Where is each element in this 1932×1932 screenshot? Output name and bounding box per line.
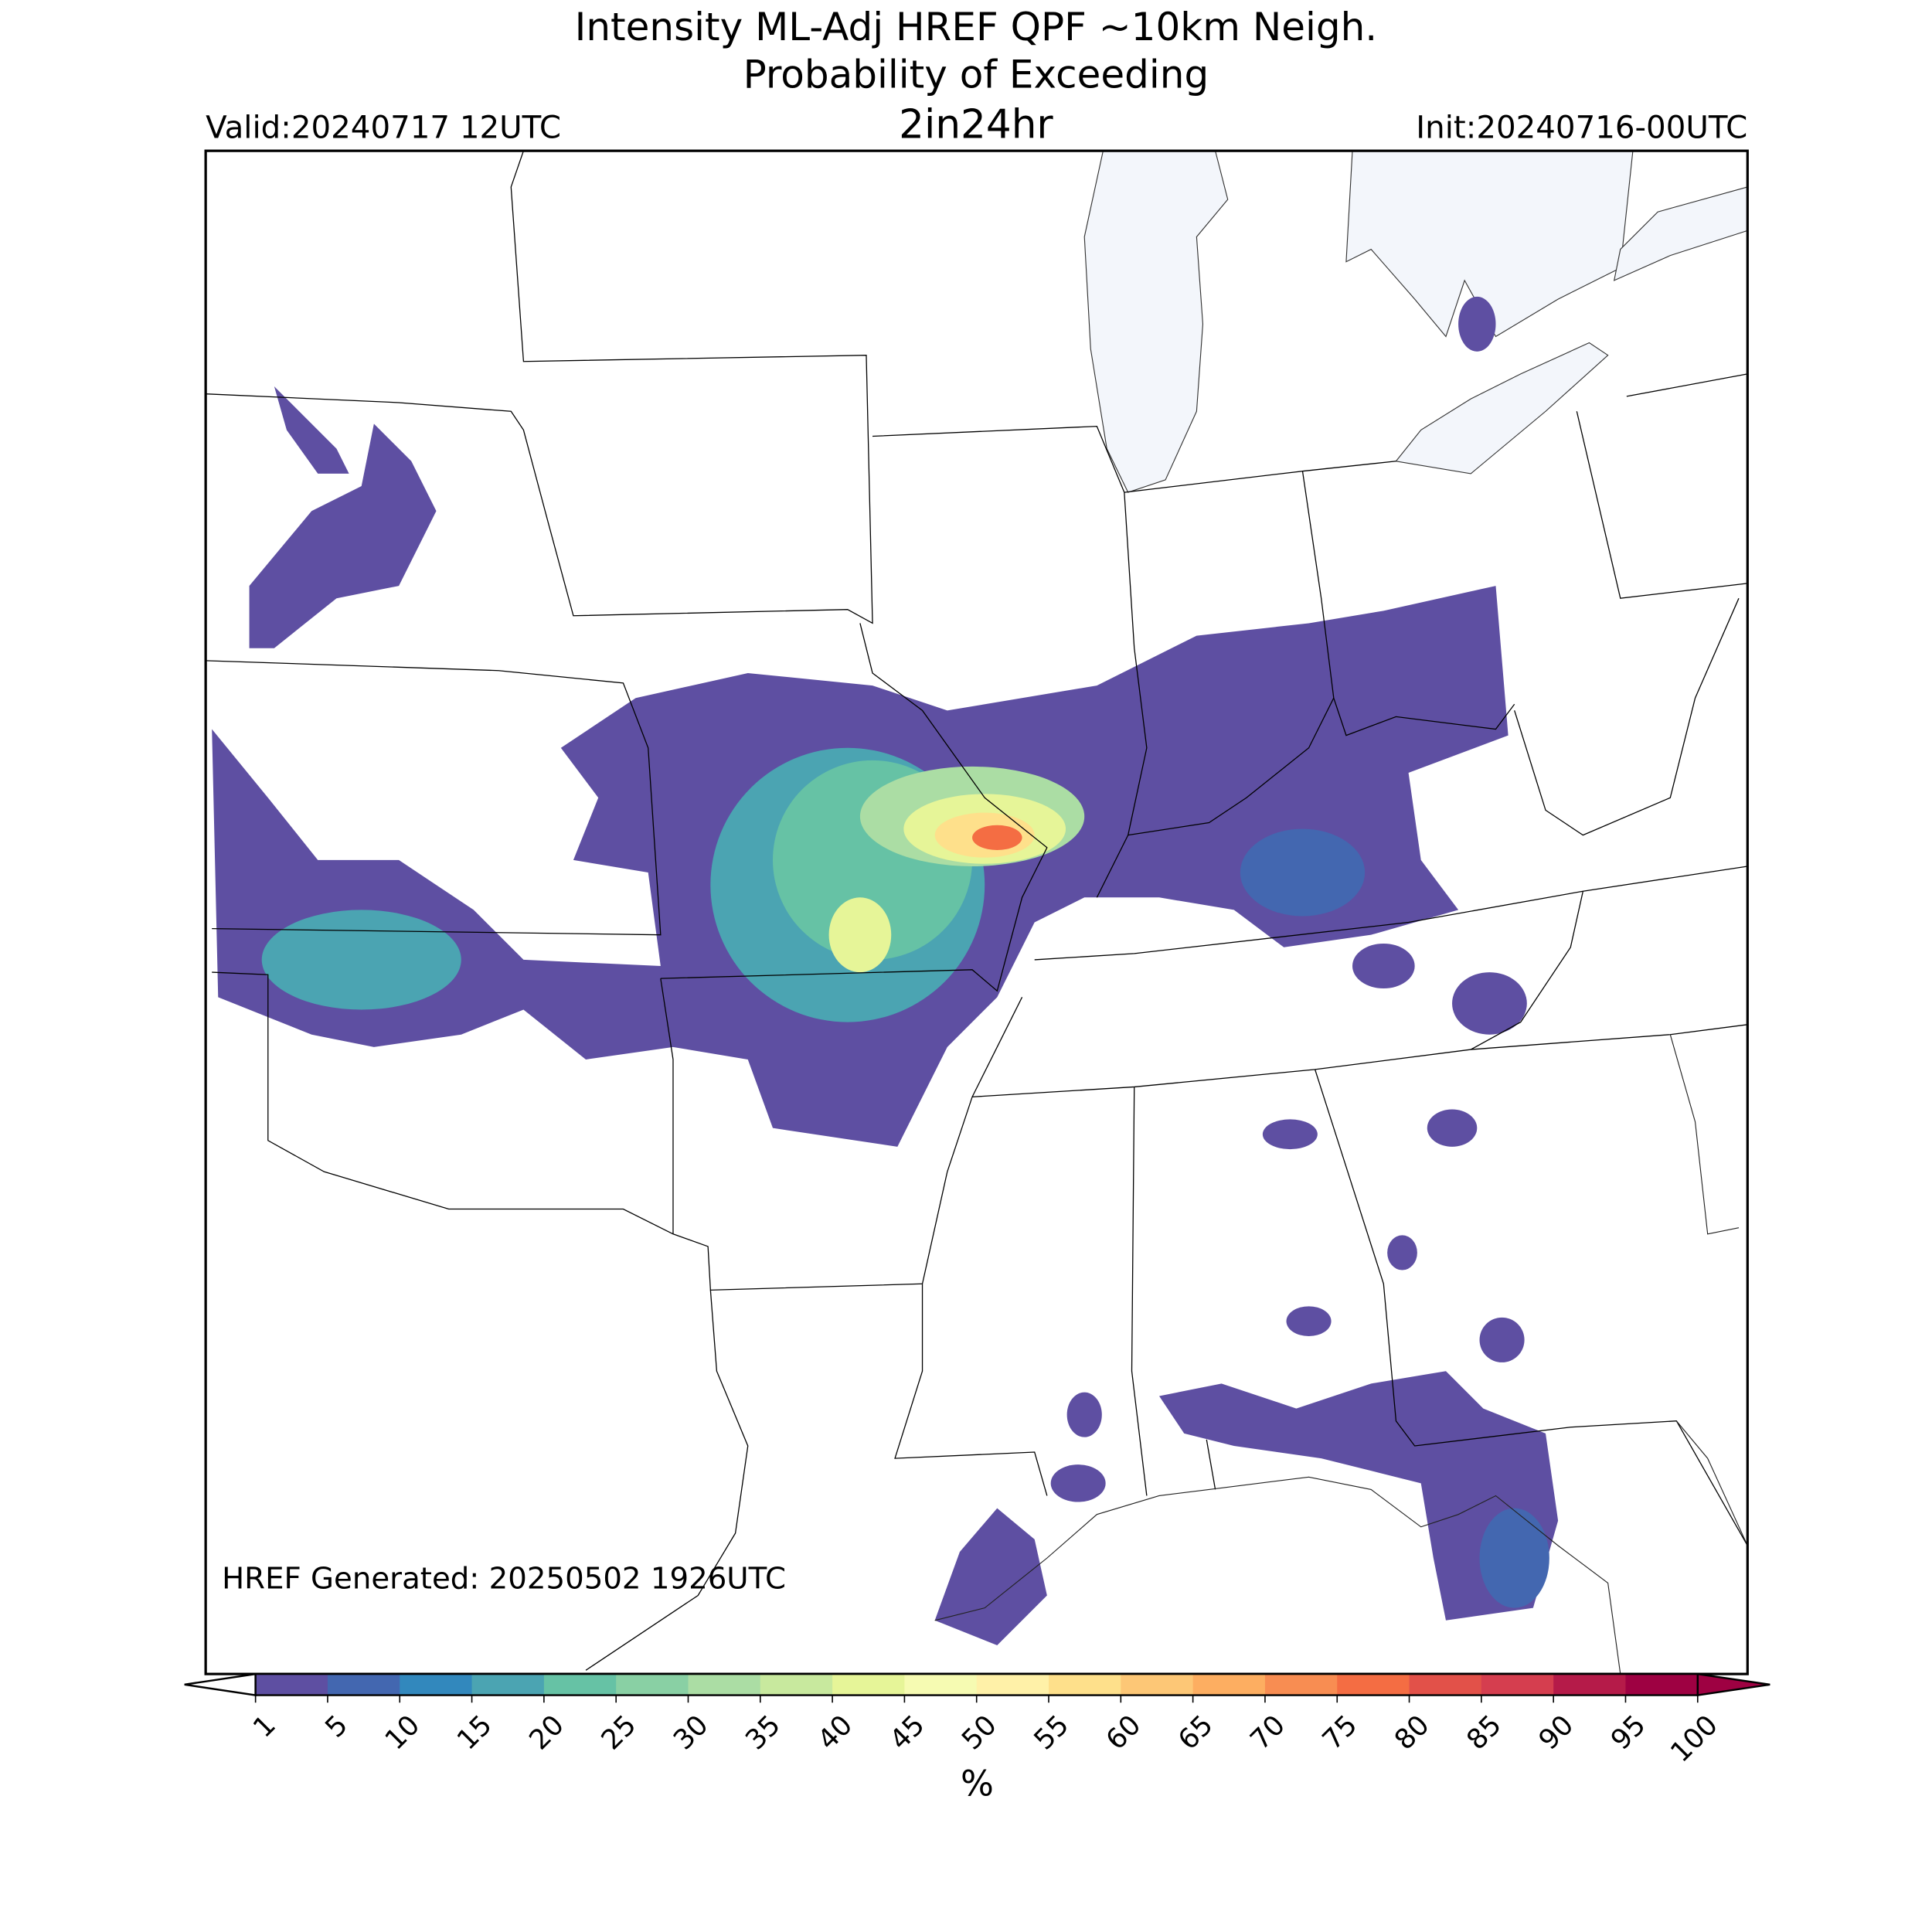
precip-area [1479,1508,1549,1608]
precip-area [1352,943,1415,989]
lake-ontario [1613,186,1748,281]
precip-area [972,825,1022,850]
state-borders [206,151,1748,1671]
lake-michigan [1083,151,1229,493]
colorbar-tick-label: 55 [1028,1709,1075,1757]
colorbar-swatch [1264,1674,1338,1696]
colorbar-swatch [976,1674,1049,1696]
threshold: 2in24hr [899,102,1053,148]
colorbar-swatch [255,1674,328,1696]
colorbar-swatch [760,1674,833,1696]
colorbar: 1 5 10 15 20 25 30 35 40 45 50 55 60 65 70 75 80 85 90 95 10… [184,1672,1770,1769]
valid-time: Valid:20240717 12UTC [206,110,561,146]
footer-note: HREF Generated: 20250502 1926UTC [222,1562,786,1597]
colorbar-tick-label: 50 [956,1709,1003,1757]
coastline [1675,1420,1748,1546]
colorbar-swatch [1409,1674,1482,1696]
precip-area [1387,1235,1417,1270]
colorbar-tick-label: 45 [884,1709,931,1757]
colorbar-tick-label: 70 [1244,1709,1291,1757]
precip-area [1452,972,1527,1035]
lake-erie [1395,342,1609,474]
colorbar-tick-label: 25 [595,1709,642,1757]
precip-area [274,386,349,474]
coastline [934,1476,1621,1675]
colorbar-under [184,1672,257,1696]
colorbar-tick-label: 95 [1605,1709,1652,1757]
colorbar-tick-label: 15 [451,1709,498,1757]
precip-area [1159,1371,1559,1621]
colorbar-tick-label: 5 [319,1709,354,1744]
lake-huron [1345,151,1634,338]
colorbar-tick-label: 85 [1461,1709,1508,1757]
colorbar-tick-label: 60 [1100,1709,1148,1757]
precip-area [261,910,461,1010]
precip-area [1458,296,1496,352]
colorbar-swatch [1553,1674,1627,1696]
colorbar-tick-label: 1 [247,1709,282,1744]
coastline [1669,1034,1740,1235]
colorbar-over [1696,1672,1770,1696]
map: HREF Generated: 20250502 1926UTC [204,149,1749,1675]
colorbar-swatch [400,1674,473,1696]
colorbar-swatch [327,1674,401,1696]
colorbar-swatch [1121,1674,1194,1696]
colorbar-tick-label: 40 [811,1709,859,1757]
colorbar-tick-label: 100 [1665,1709,1724,1769]
colorbar-swatch [1192,1674,1266,1696]
colorbar-swatch [832,1674,906,1696]
colorbar-tick-label: 10 [379,1709,426,1757]
colorbar-tick-label: 80 [1389,1709,1436,1757]
title-line: Intensity ML-Adj HREF QPF ~10km Neigh. [575,5,1378,49]
precip-area [934,1508,1047,1646]
colorbar-tick-label: 90 [1532,1709,1580,1757]
colorbar-tick-label: 75 [1316,1709,1363,1757]
colorbar-swatch [1625,1674,1699,1696]
precip-area [1240,828,1366,917]
colorbar-swatch [1049,1674,1122,1696]
colorbar-tick-label: 30 [668,1709,715,1757]
colorbar-label: % [961,1763,994,1804]
precip-area [1427,1109,1478,1147]
precip-area [1050,1464,1106,1502]
colorbar-swatch [904,1674,978,1696]
colorbar-swatch [543,1674,617,1696]
colorbar-swatch [1481,1674,1554,1696]
colorbar-swatch [688,1674,761,1696]
precip-area [1066,1392,1102,1437]
precip-area [249,423,437,648]
title-line: Probability of Exceeding [743,53,1209,97]
precip-areas [212,296,1559,1646]
colorbar-swatch [471,1674,545,1696]
precip-area [1479,1317,1525,1362]
colorbar-tick-label: 65 [1172,1709,1219,1757]
colorbar-tick-label: 20 [523,1709,570,1757]
precip-area [1262,1119,1318,1150]
colorbar-swatch [1337,1674,1410,1696]
precip-area [1286,1306,1332,1337]
colorbar-tick-label: 35 [740,1709,787,1757]
precip-area [828,897,892,973]
colorbar-swatch [616,1674,689,1696]
init-time: Init:20240716-00UTC [1416,110,1747,146]
